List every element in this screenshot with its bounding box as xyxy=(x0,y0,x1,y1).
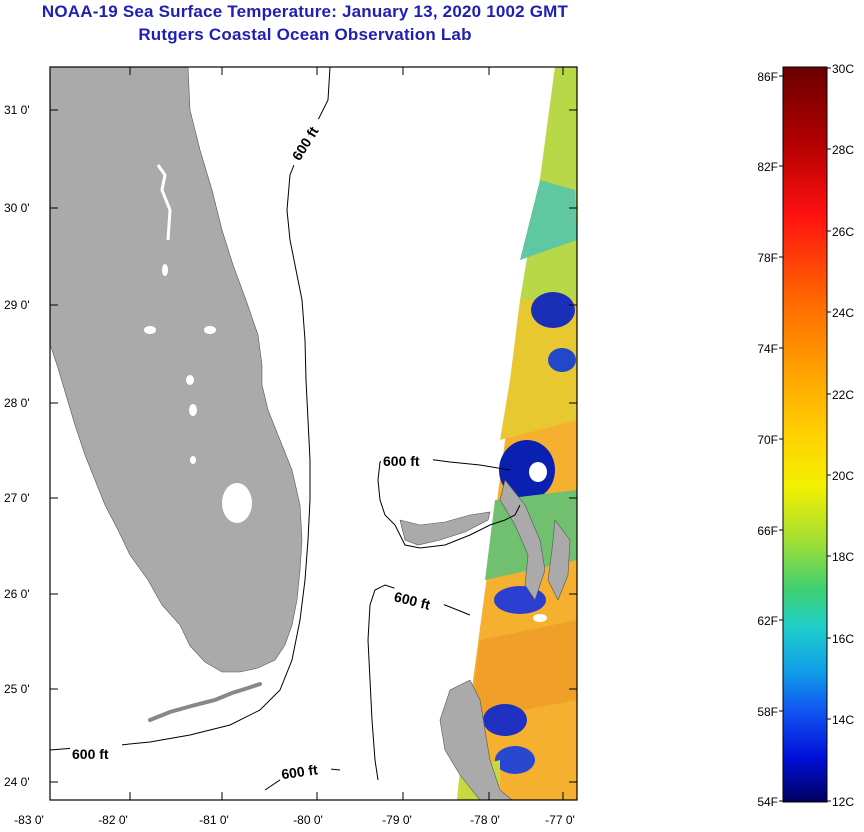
lat-tick-label: 28 0' xyxy=(4,396,30,410)
colorbar-f-label: 62F xyxy=(757,614,778,628)
lake xyxy=(186,375,194,385)
latitude-axis: 31 0' 30 0' 29 0' 28 0' 27 0' 26 0' 25 0… xyxy=(4,103,577,789)
contour-600ft-florida-shelf xyxy=(50,67,331,751)
lat-tick-label: 30 0' xyxy=(4,201,30,215)
colorbar-f-label: 66F xyxy=(757,524,778,538)
colorbar-f-label: 82F xyxy=(757,160,778,174)
lat-tick-label: 26 0' xyxy=(4,587,30,601)
grand-bahama-island xyxy=(399,511,491,546)
colorbar-c-label: 26C xyxy=(832,225,854,239)
eleuthera-island xyxy=(547,519,571,601)
lon-tick-label: -77 0' xyxy=(545,813,575,827)
lake xyxy=(189,404,197,416)
colorbar-c-label: 16C xyxy=(832,632,854,646)
colorbar-c-label: 22C xyxy=(832,388,854,402)
map-subtitle: Rutgers Coastal Ocean Observation Lab xyxy=(138,25,472,44)
lon-tick-label: -82 0' xyxy=(98,813,128,827)
lake-okeechobee xyxy=(222,483,252,523)
abaco-island xyxy=(499,479,546,601)
map-title: NOAA-19 Sea Surface Temperature: January… xyxy=(41,2,569,21)
colorbar-c-label: 12C xyxy=(832,795,854,809)
andros-island xyxy=(439,679,513,800)
contour-label: 600 ft xyxy=(280,761,319,782)
colorbar-f-label: 74F xyxy=(757,342,778,356)
map-border xyxy=(49,66,578,801)
lon-tick-label: -80 0' xyxy=(293,813,323,827)
lat-tick-label: 24 0' xyxy=(4,775,30,789)
lake xyxy=(204,326,216,334)
colorbar-c-label: 20C xyxy=(832,469,854,483)
colorbar-c-label: 24C xyxy=(832,306,854,320)
colorbar-c-label: 30C xyxy=(832,62,854,76)
lat-tick-label: 25 0' xyxy=(4,682,30,696)
colorbar-c-label: 28C xyxy=(832,143,854,157)
lat-tick-label: 27 0' xyxy=(4,491,30,505)
river-st-johns xyxy=(156,164,172,241)
lon-tick-label: -78 0' xyxy=(470,813,500,827)
colorbar-f-label: 86F xyxy=(757,70,778,84)
lon-tick-label: -79 0' xyxy=(382,813,412,827)
lon-tick-label: -81 0' xyxy=(199,813,229,827)
colorbar-f-label: 54F xyxy=(757,795,778,809)
contour-label: 600 ft xyxy=(383,453,420,469)
longitude-axis: -83 0' -82 0' -81 0' -80 0' -79 0' -78 0… xyxy=(14,67,575,827)
lon-tick-label: -83 0' xyxy=(14,813,44,827)
lake xyxy=(190,456,196,464)
temperature-colorbar: 86F 82F 78F 74F 70F 66F 62F 58F 54F 30C … xyxy=(757,62,854,809)
colorbar-f-label: 78F xyxy=(757,251,778,265)
colorbar-c-label: 14C xyxy=(832,713,854,727)
colorbar-f-label: 70F xyxy=(757,433,778,447)
colorbar-gradient xyxy=(782,66,828,803)
contour-label: 600 ft xyxy=(72,746,109,762)
lat-tick-label: 29 0' xyxy=(4,298,30,312)
florida-keys xyxy=(148,682,262,722)
colorbar-f-label: 58F xyxy=(757,705,778,719)
lat-tick-label: 31 0' xyxy=(4,103,30,117)
lake xyxy=(144,326,156,334)
colorbar-c-label: 18C xyxy=(832,550,854,564)
lake xyxy=(162,264,168,276)
